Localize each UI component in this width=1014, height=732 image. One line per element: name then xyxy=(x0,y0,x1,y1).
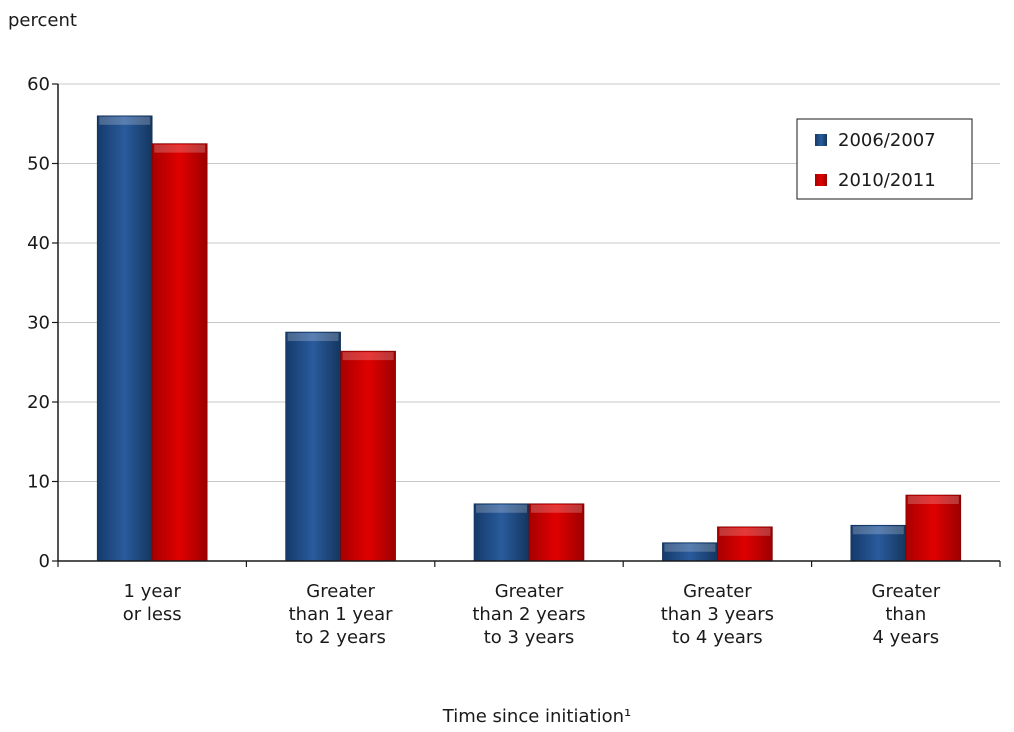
x-category-label: than xyxy=(885,604,926,625)
bar-2006-2007-cat5 xyxy=(850,524,907,562)
y-tick-labels: 0 10 20 30 40 50 60 xyxy=(27,74,50,572)
x-category-label: Greater xyxy=(683,581,752,602)
x-category-label: 1 year xyxy=(124,581,182,602)
bar-highlight xyxy=(852,526,904,535)
gridlines xyxy=(58,83,1000,482)
bar-highlight xyxy=(907,496,959,505)
x-category-label: than 3 years xyxy=(661,604,774,625)
legend-swatch-2010-2011 xyxy=(815,174,827,186)
legend-label-2006-2007: 2006/2007 xyxy=(838,130,936,151)
bar-2010-2011-cat1 xyxy=(151,143,208,562)
bar-highlight xyxy=(719,527,771,536)
y-tick-label: 40 xyxy=(27,233,50,254)
bar-2006-2007-cat1 xyxy=(96,115,153,562)
bar-2006-2007-cat2 xyxy=(285,331,341,562)
legend-label-2010-2011: 2010/2011 xyxy=(838,170,936,191)
x-category-label: Greater xyxy=(872,581,941,602)
x-category-label: 4 years xyxy=(872,627,939,648)
x-axis-title: Time since initiation¹ xyxy=(442,706,631,727)
x-category-label: or less xyxy=(123,604,182,625)
bar-2010-2011-cat2 xyxy=(340,350,396,562)
x-category-label: Greater xyxy=(306,581,375,602)
x-category-label: to 3 years xyxy=(484,627,575,648)
bar-highlight xyxy=(154,144,206,153)
bar-highlight xyxy=(531,504,582,513)
bar-highlight xyxy=(287,333,339,342)
y-tick-label: 10 xyxy=(27,472,50,493)
y-axis-title: percent xyxy=(8,10,77,31)
y-tick-label: 50 xyxy=(27,154,50,175)
bar-highlight xyxy=(342,352,394,361)
legend: 2006/2007 2010/2011 xyxy=(796,118,973,200)
y-tick-label: 0 xyxy=(39,551,50,572)
bars xyxy=(96,115,962,562)
x-category-label: than 1 year xyxy=(289,604,394,625)
x-category-label: to 4 years xyxy=(672,627,763,648)
bar-highlight xyxy=(664,543,716,552)
axes xyxy=(52,83,1001,567)
bar-highlight xyxy=(476,504,527,513)
y-tick-label: 60 xyxy=(27,74,50,95)
bar-2010-2011-cat5 xyxy=(905,494,962,562)
x-category-label: Greater xyxy=(495,581,564,602)
bar-highlight xyxy=(99,116,151,125)
legend-swatch-2006-2007 xyxy=(815,134,827,146)
x-category-label: than 2 years xyxy=(472,604,585,625)
y-tick-label: 30 xyxy=(27,313,50,334)
y-tick-label: 20 xyxy=(27,392,50,413)
bar-2010-2011-cat4 xyxy=(717,526,773,562)
x-category-label: to 2 years xyxy=(295,627,386,648)
